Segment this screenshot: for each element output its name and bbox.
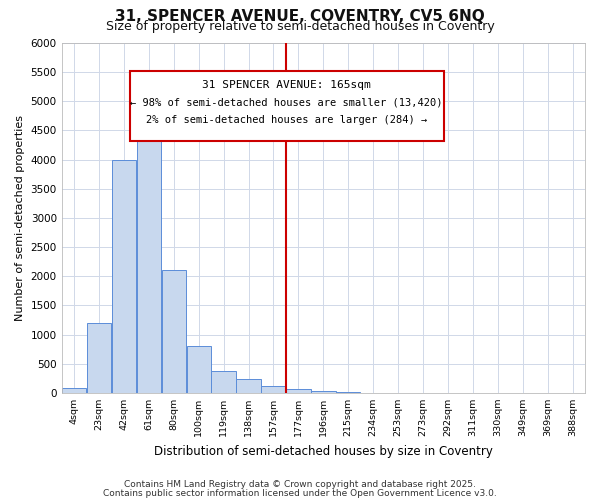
Bar bbox=[161, 270, 186, 393]
Y-axis label: Number of semi-detached properties: Number of semi-detached properties bbox=[15, 115, 25, 321]
Bar bbox=[211, 370, 236, 393]
X-axis label: Distribution of semi-detached houses by size in Coventry: Distribution of semi-detached houses by … bbox=[154, 444, 493, 458]
Text: Size of property relative to semi-detached houses in Coventry: Size of property relative to semi-detach… bbox=[106, 20, 494, 33]
Bar bbox=[137, 110, 161, 393]
Bar bbox=[112, 160, 136, 393]
Text: 31, SPENCER AVENUE, COVENTRY, CV5 6NQ: 31, SPENCER AVENUE, COVENTRY, CV5 6NQ bbox=[115, 9, 485, 24]
Text: 31 SPENCER AVENUE: 165sqm: 31 SPENCER AVENUE: 165sqm bbox=[202, 80, 371, 90]
Bar bbox=[130, 71, 444, 141]
Bar bbox=[236, 379, 261, 393]
Text: Contains public sector information licensed under the Open Government Licence v3: Contains public sector information licen… bbox=[103, 488, 497, 498]
Bar bbox=[336, 392, 361, 393]
Text: ← 98% of semi-detached houses are smaller (13,420): ← 98% of semi-detached houses are smalle… bbox=[130, 97, 443, 107]
Bar bbox=[261, 386, 286, 393]
Bar bbox=[311, 391, 335, 393]
Text: Contains HM Land Registry data © Crown copyright and database right 2025.: Contains HM Land Registry data © Crown c… bbox=[124, 480, 476, 489]
Bar bbox=[62, 388, 86, 393]
Bar bbox=[286, 390, 311, 393]
Bar bbox=[87, 323, 111, 393]
Bar bbox=[187, 346, 211, 393]
Text: 2% of semi-detached houses are larger (284) →: 2% of semi-detached houses are larger (2… bbox=[146, 114, 427, 124]
